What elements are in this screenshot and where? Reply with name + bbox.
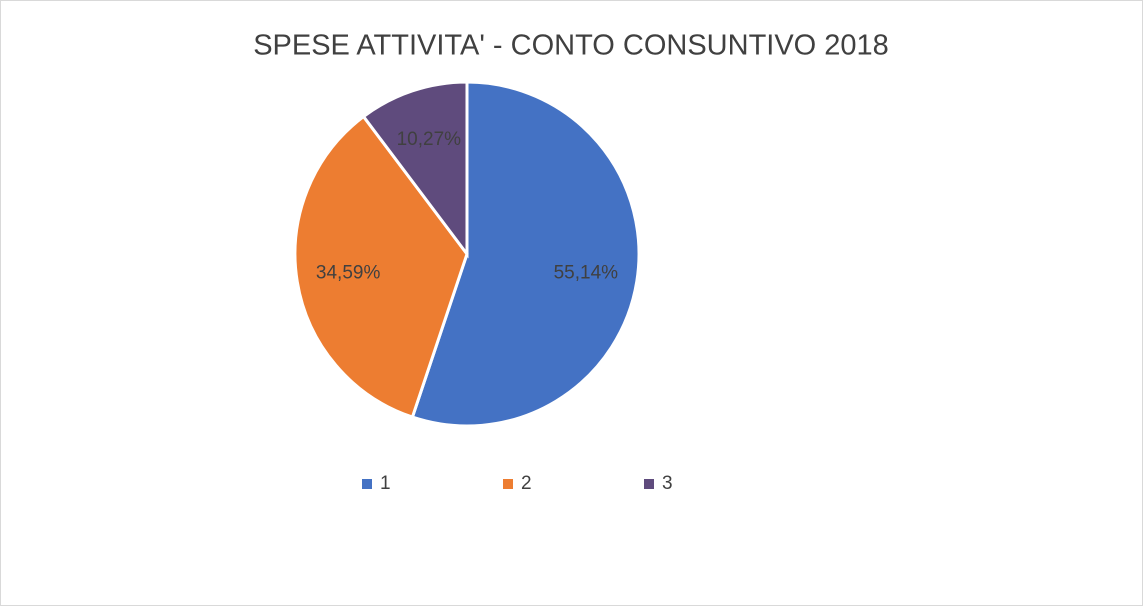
pie-slice	[361, 80, 469, 259]
data-label: 55,14%	[554, 262, 619, 283]
chart-title: SPESE ATTIVITA' - CONTO CONSUNTIVO 2018	[253, 30, 889, 62]
legend-label: 3	[662, 473, 673, 494]
legend-label: 2	[521, 473, 532, 494]
legend-swatch	[503, 479, 513, 489]
pie-slice	[410, 80, 641, 428]
pie-slice	[293, 114, 469, 420]
data-label: 34,59%	[316, 262, 381, 283]
data-label: 10,27%	[397, 129, 462, 150]
legend-swatch	[644, 479, 654, 489]
legend-swatch	[362, 479, 372, 489]
legend-label: 1	[380, 473, 391, 494]
